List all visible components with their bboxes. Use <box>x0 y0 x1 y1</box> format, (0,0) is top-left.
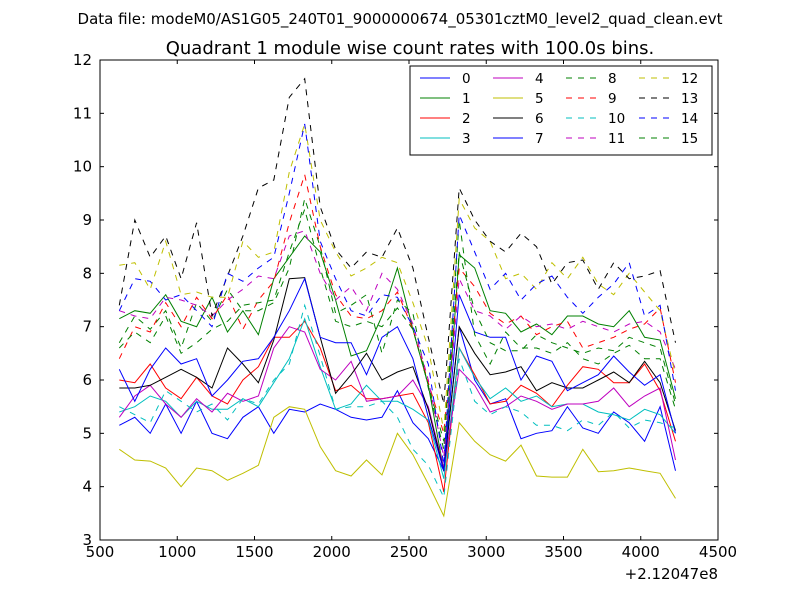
series-line-1 <box>119 235 676 471</box>
x-offset-label: +2.12047e8 <box>625 565 718 583</box>
x-tick-label: 1000 <box>158 543 196 561</box>
series-layer <box>118 77 676 518</box>
series-line-12 <box>119 123 676 431</box>
series-line-13 <box>118 77 676 405</box>
x-tick-label: 3500 <box>544 543 582 561</box>
y-tick-label: 5 <box>82 424 92 442</box>
x-tick-label: 4000 <box>622 543 660 561</box>
series-line-8 <box>118 196 676 450</box>
legend-label-12: 12 <box>681 71 698 87</box>
chart-suptitle: Data file: modeM0/AS1G05_240T01_90000006… <box>78 10 723 29</box>
legend-label-14: 14 <box>681 111 698 127</box>
series-line-4 <box>118 326 676 469</box>
legend-label-9: 9 <box>608 91 617 107</box>
legend-label-8: 8 <box>608 71 617 87</box>
y-tick-label: 4 <box>82 478 92 496</box>
y-tick-label: 10 <box>73 158 92 176</box>
chart-title: Quadrant 1 module wise count rates with … <box>166 38 655 59</box>
x-tick-label: 4500 <box>699 543 737 561</box>
legend-label-6: 6 <box>535 111 544 127</box>
y-tick-label: 8 <box>82 264 92 282</box>
x-tick-label: 1500 <box>235 543 273 561</box>
y-tick-label: 3 <box>82 531 92 549</box>
x-tick-label: 500 <box>86 543 115 561</box>
legend-label-1: 1 <box>462 91 471 107</box>
y-tick-label: 9 <box>82 211 92 229</box>
legend-label-13: 13 <box>681 91 698 107</box>
legend-label-11: 11 <box>608 131 625 147</box>
series-line-3 <box>119 317 676 479</box>
y-tick-label: 11 <box>73 104 92 122</box>
series-line-10 <box>119 303 676 500</box>
legend-label-3: 3 <box>462 131 471 147</box>
x-tick-label: 3000 <box>467 543 505 561</box>
series-line-7 <box>118 277 676 471</box>
legend-label-4: 4 <box>535 71 544 87</box>
x-axis: 500 1000 1500 2000 2500 3000 3500 4000 4500 <box>86 60 737 561</box>
x-tick-label: 2500 <box>390 543 428 561</box>
y-tick-label: 12 <box>73 51 92 69</box>
series-line-0 <box>119 326 676 473</box>
legend-label-10: 10 <box>608 111 625 127</box>
legend-label-5: 5 <box>535 91 544 107</box>
legend-label-15: 15 <box>681 131 698 147</box>
series-line-6 <box>119 277 676 471</box>
legend-box <box>409 65 713 156</box>
y-tick-label: 6 <box>82 371 92 389</box>
series-line-9 <box>118 172 676 434</box>
legend-label-0: 0 <box>462 71 471 87</box>
series-line-15 <box>118 207 676 442</box>
legend-label-2: 2 <box>462 111 471 127</box>
series-line-5 <box>119 406 676 518</box>
series-line-2 <box>119 320 676 493</box>
x-tick-label: 2000 <box>313 543 351 561</box>
series-line-14 <box>118 123 676 466</box>
y-tick-label: 7 <box>82 318 92 336</box>
legend-label-7: 7 <box>535 131 544 147</box>
